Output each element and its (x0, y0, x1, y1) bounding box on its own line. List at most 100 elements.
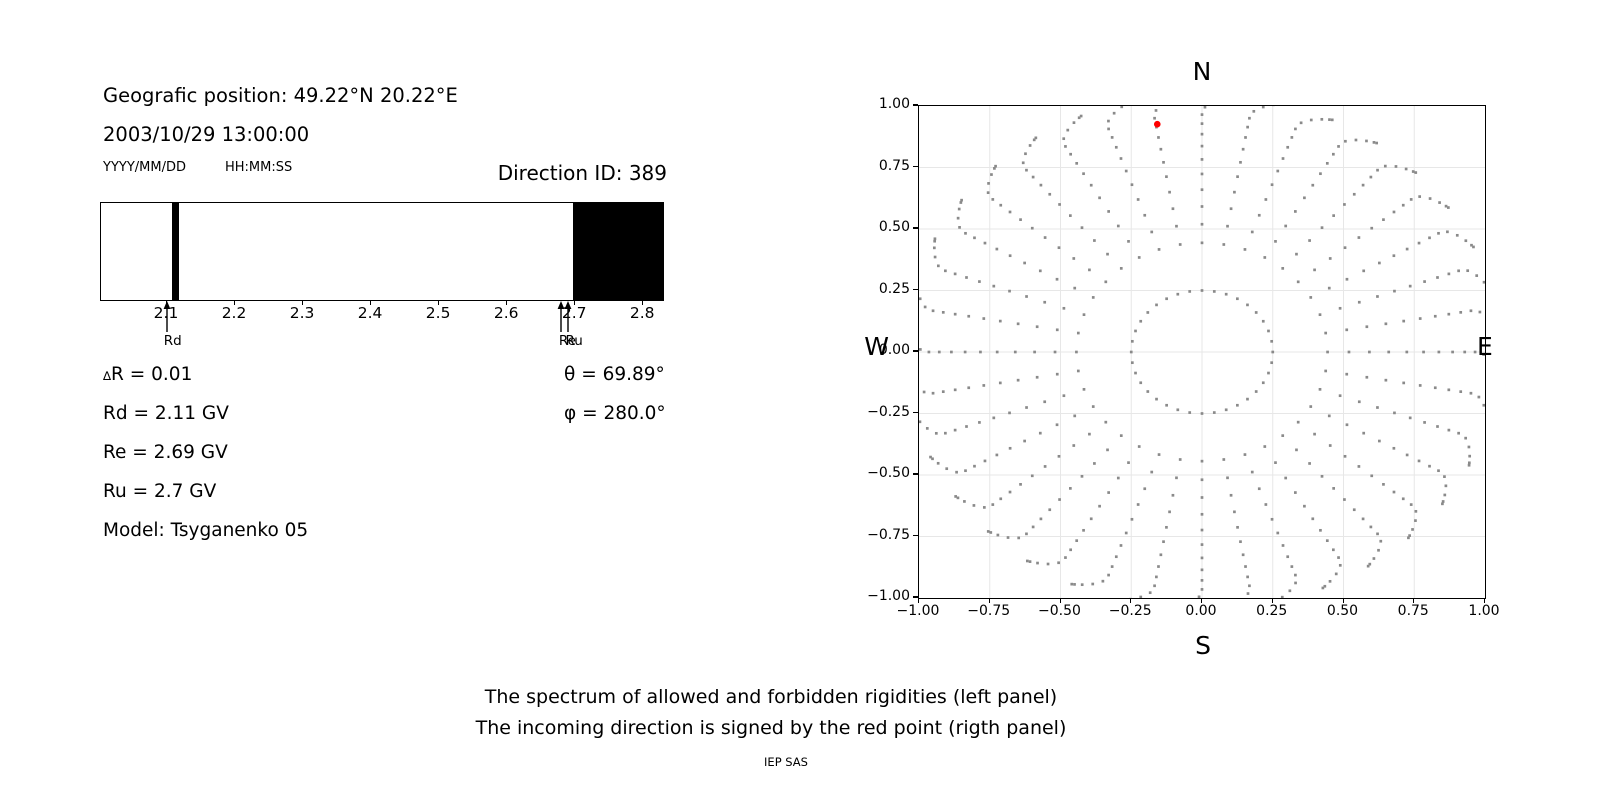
forbidden-rigidity-band (573, 203, 663, 300)
direction-grid-dot (1345, 423, 1349, 427)
direction-grid-dot (1053, 350, 1057, 354)
direction-grid-dot (964, 231, 967, 235)
compass-east-label: E (1477, 332, 1493, 361)
direction-grid-dot (1107, 491, 1110, 494)
direction-grid-dot (1116, 224, 1120, 228)
direction-grid-dot (1200, 496, 1204, 499)
direction-grid-dot (1016, 378, 1020, 382)
direction-grid-dot (1428, 464, 1431, 468)
direction-grid-dot (1286, 145, 1290, 149)
direction-grid-dot (1405, 350, 1409, 354)
direction-grid-dot (1033, 350, 1036, 354)
direction-grid-dot (1422, 350, 1425, 354)
direction-grid-dot (1274, 461, 1277, 464)
direction-grid-dot (1477, 395, 1481, 399)
direction-grid-dot (1038, 431, 1042, 435)
direction-grid-dot (1437, 469, 1440, 473)
direction-grid-dot (1441, 500, 1445, 503)
x-tick-mark (1059, 598, 1061, 604)
direction-grid-dot (1200, 205, 1204, 208)
direction-grid-dot (1119, 434, 1123, 437)
direction-grid-dot (991, 503, 995, 506)
y-tick-mark (913, 534, 918, 537)
direction-grid-dot (1043, 236, 1047, 239)
direction-grid-dot (1375, 141, 1379, 145)
direction-grid-dot (1055, 423, 1059, 427)
direction-grid-dot (1323, 584, 1327, 588)
direction-grid-dot (1008, 210, 1012, 214)
direction-grid-dot (1139, 319, 1143, 323)
direction-grid-dot (1143, 213, 1147, 217)
direction-grid-dot (983, 241, 987, 245)
direction-grid-dot (1250, 470, 1254, 474)
x-tick-label: 0.00 (1185, 603, 1217, 619)
direction-grid-dot (1082, 528, 1085, 532)
direction-grid-dot (1343, 203, 1346, 206)
direction-grid-dot (1466, 269, 1470, 273)
direction-grid-dot (1362, 269, 1366, 273)
direction-grid-dot (1034, 136, 1038, 140)
direction-grid-dot (1143, 487, 1147, 491)
direction-grid-dot (963, 500, 966, 503)
direction-grid-dot (963, 350, 967, 354)
direction-grid-dot (1345, 372, 1349, 376)
x-tick-mark (1271, 598, 1273, 604)
direction-grid-dot (960, 198, 963, 202)
direction-grid-dot (1469, 309, 1473, 313)
direction-grid-dot (1200, 241, 1204, 245)
direction-grid-dot (953, 272, 957, 276)
direction-grid-dot (1168, 190, 1171, 194)
direction-id-label: Direction ID: 389 (497, 161, 667, 185)
x-tick-mark (506, 301, 508, 305)
direction-grid-dot (1064, 556, 1067, 559)
direction-grid-dot (1321, 586, 1325, 590)
direction-grid-dot (1248, 584, 1251, 588)
direction-grid-dot (1244, 136, 1247, 139)
cutoff-arrow-label-rd: Rd (163, 333, 182, 349)
direction-grid-dot (1404, 167, 1408, 171)
direction-grid-dot (1327, 286, 1331, 290)
direction-grid-dot (1446, 230, 1449, 234)
direction-grid-dot (1320, 226, 1324, 230)
cutoff-arrow-ru (564, 301, 572, 332)
x-tick-label: −1.00 (896, 603, 940, 619)
direction-grid-dot (1393, 411, 1396, 415)
direction-grid-dot (1150, 470, 1154, 474)
direction-grid-dot (1295, 252, 1298, 256)
direction-grid-dot (1344, 139, 1347, 143)
direction-grid-dot (1309, 405, 1313, 408)
direction-grid-dot (1008, 289, 1011, 293)
direction-grid-dot (995, 453, 999, 457)
direction-grid-dot (1008, 254, 1012, 258)
direction-grid-dot (1281, 157, 1285, 160)
direction-grid-dot (1175, 224, 1178, 228)
direction-grid-dot (1154, 109, 1158, 112)
direction-grid-dot (925, 427, 929, 430)
direction-grid-dot (1328, 257, 1332, 260)
direction-grid-dot (1447, 272, 1451, 276)
direction-grid-dot (922, 390, 926, 394)
direction-grid-dot (1030, 474, 1034, 478)
direction-grid-dot (1082, 313, 1086, 317)
direction-grid-dot (1337, 145, 1340, 148)
direction-grid-dot (1267, 329, 1270, 333)
direction-grid-dot (1035, 325, 1039, 329)
direction-grid-dot (1080, 226, 1084, 230)
direction-grid-dot (1324, 331, 1328, 335)
x-tick-mark (988, 598, 990, 604)
direction-grid-dot (1457, 431, 1460, 435)
direction-grid-dot (1025, 295, 1028, 298)
direction-grid-dot (1088, 432, 1091, 436)
direction-grid-dot (1443, 475, 1446, 478)
direction-grid-dot (1357, 300, 1361, 304)
direction-grid-dot (1392, 446, 1396, 450)
direction-grid-dot (1352, 192, 1356, 196)
direction-grid-dot (1035, 375, 1039, 379)
direction-grid-dot (1200, 512, 1204, 516)
direction-grid-dot (1347, 350, 1351, 354)
direction-grid-dot (1068, 487, 1072, 490)
direction-grid-dot (1366, 564, 1370, 568)
direction-grid-dot (1155, 303, 1158, 307)
direction-grid-dot (1402, 319, 1406, 323)
direction-grid-dot (1368, 350, 1371, 354)
